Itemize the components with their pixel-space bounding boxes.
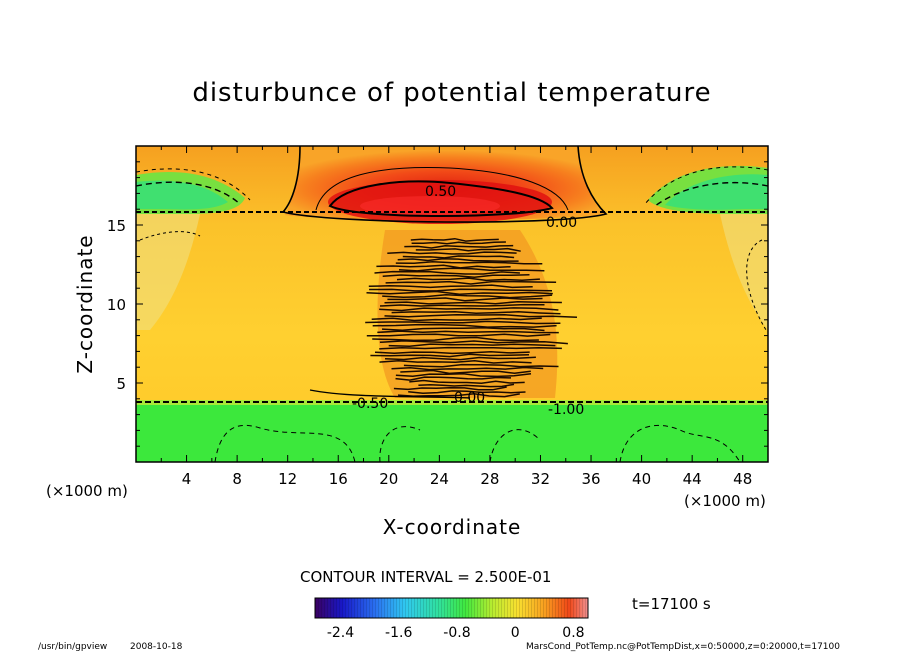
core-contour: [369, 288, 553, 292]
contour-label: 0.00: [454, 390, 485, 406]
core-contour: [382, 294, 553, 299]
y-tick-label: 15: [107, 217, 126, 235]
core-contour: [379, 340, 568, 345]
core-contour: [374, 351, 530, 355]
core-contour: [404, 244, 514, 249]
core-contour: [382, 274, 530, 278]
contour-label: -1.00: [548, 402, 584, 418]
x-tick-label: 16: [329, 470, 348, 488]
x-tick-label: 24: [430, 470, 449, 488]
colorbar-tick-label: 0: [511, 625, 520, 641]
x-tick-label: 20: [379, 470, 398, 488]
time-label: t=17100 s: [632, 595, 711, 613]
core-contour: [379, 303, 545, 307]
core-contour: [384, 356, 536, 361]
core-contour: [384, 300, 562, 305]
core-contour: [402, 255, 515, 259]
core-contour: [384, 313, 578, 319]
x-axis-label: X-coordinate: [383, 515, 522, 539]
core-contour: [372, 336, 539, 342]
core-contour: [410, 237, 499, 242]
surface-cold-layer: [136, 404, 768, 462]
core-contour: [391, 366, 544, 371]
core-contour: [372, 323, 557, 328]
core-contour: [408, 390, 526, 395]
x-axis: 4 8 12 16 20 24 28 32 36 40 44 48: [135, 146, 769, 488]
contour-interval-text: CONTOUR INTERVAL = 2.500E-01: [300, 568, 552, 586]
x-tick-label: 32: [531, 470, 550, 488]
core-contour: [368, 284, 533, 289]
y-axis-label: Z-coordinate: [73, 234, 97, 373]
colorbar-tick-label: 0.8: [562, 625, 584, 641]
x-tick-label: 40: [632, 470, 651, 488]
core-contour: [387, 297, 543, 302]
core-contour: [366, 290, 553, 295]
chart-title: disturbunce of potential temperature: [192, 78, 712, 108]
contour-label: -0.50: [352, 396, 388, 412]
core-contour: [365, 320, 561, 325]
core-contour: [371, 317, 542, 322]
contours: [135, 145, 769, 463]
y-tick-label: 10: [107, 296, 126, 314]
core-contour: [379, 359, 532, 364]
core-contour: [400, 369, 531, 375]
core-contour: [395, 260, 543, 265]
core-contour: [385, 280, 557, 285]
core-contour: [387, 251, 517, 255]
core-contour: [388, 343, 556, 347]
core-contour: [391, 311, 561, 315]
x-tick-label: 36: [581, 470, 600, 488]
colorbar: -2.4 -1.6 -0.8 0 0.8: [314, 597, 589, 641]
core-contour: [370, 353, 530, 358]
core-contour: [379, 307, 559, 312]
y-tick-label: 5: [116, 375, 126, 393]
contour-half-cap: [328, 180, 554, 217]
core-contour: [398, 267, 545, 272]
core-contour: [397, 392, 520, 398]
x-unit-left: (×1000 m): [46, 482, 128, 500]
x-tick-label: 44: [683, 470, 702, 488]
x-unit-right: (×1000 m): [684, 492, 766, 510]
core-contour: [403, 363, 559, 368]
colorbar-tick-label: -2.4: [327, 625, 354, 641]
footer-source: MarsCond_PotTemp.nc@PotTempDist,x=0:5000…: [526, 642, 840, 652]
contour-zero-cap: [281, 145, 608, 223]
core-contour: [415, 247, 521, 252]
core-contour: [377, 330, 559, 334]
core-contour: [409, 379, 525, 384]
core-contour: [397, 257, 519, 262]
core-contour: [395, 373, 532, 378]
footer-command: /usr/bin/gpview: [38, 642, 108, 652]
core-contour: [381, 327, 545, 332]
x-tick-label: 8: [232, 470, 242, 488]
core-contour: [379, 346, 562, 350]
core-contour: [395, 376, 512, 381]
core-contour: [376, 264, 511, 269]
x-tick-label: 4: [182, 470, 192, 488]
x-tick-label: 48: [733, 470, 752, 488]
colorbar-tick-label: -0.8: [443, 625, 470, 641]
core-contour: [374, 270, 520, 275]
contour-label: 0.50: [425, 184, 456, 200]
core-contour: [411, 241, 506, 245]
contour-label: 0.00: [546, 215, 577, 231]
y-axis: 5 10 15: [107, 161, 768, 447]
core-contour: [366, 333, 551, 337]
core-contour: [418, 383, 515, 388]
footer-date: 2008-10-18: [130, 642, 183, 652]
core-contour: [393, 386, 507, 391]
plot-area: 0.50 0.00 -0.50 0.00 -1.00: [135, 145, 769, 463]
x-tick-label: 28: [480, 470, 499, 488]
colorbar-tick-label: -1.6: [385, 625, 412, 641]
x-tick-label: 12: [278, 470, 297, 488]
core-contour: [396, 277, 540, 282]
